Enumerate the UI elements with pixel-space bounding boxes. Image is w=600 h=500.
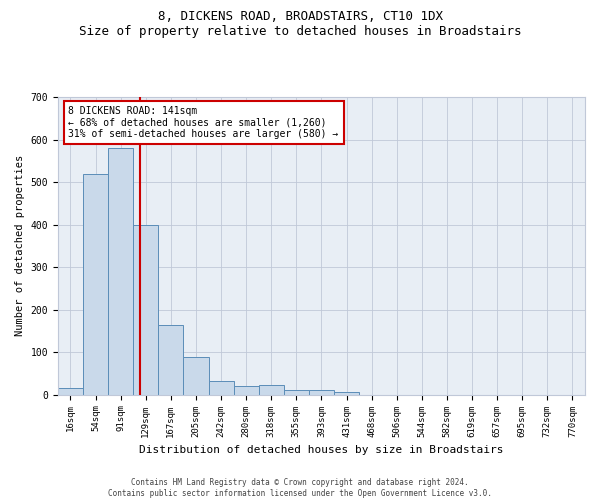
Bar [259,386,284,394]
Bar [133,224,158,394]
Bar [108,148,133,394]
Bar [284,390,309,394]
Bar [334,392,359,394]
Bar [158,324,184,394]
Bar [83,174,108,394]
Bar [233,386,259,394]
Bar [58,388,83,394]
Text: Contains HM Land Registry data © Crown copyright and database right 2024.
Contai: Contains HM Land Registry data © Crown c… [108,478,492,498]
Bar [184,358,209,395]
Y-axis label: Number of detached properties: Number of detached properties [15,155,25,336]
Text: 8 DICKENS ROAD: 141sqm
← 68% of detached houses are smaller (1,260)
31% of semi-: 8 DICKENS ROAD: 141sqm ← 68% of detached… [68,106,338,139]
X-axis label: Distribution of detached houses by size in Broadstairs: Distribution of detached houses by size … [139,445,504,455]
Bar [309,390,334,394]
Text: 8, DICKENS ROAD, BROADSTAIRS, CT10 1DX
Size of property relative to detached hou: 8, DICKENS ROAD, BROADSTAIRS, CT10 1DX S… [79,10,521,38]
Bar [209,380,233,394]
